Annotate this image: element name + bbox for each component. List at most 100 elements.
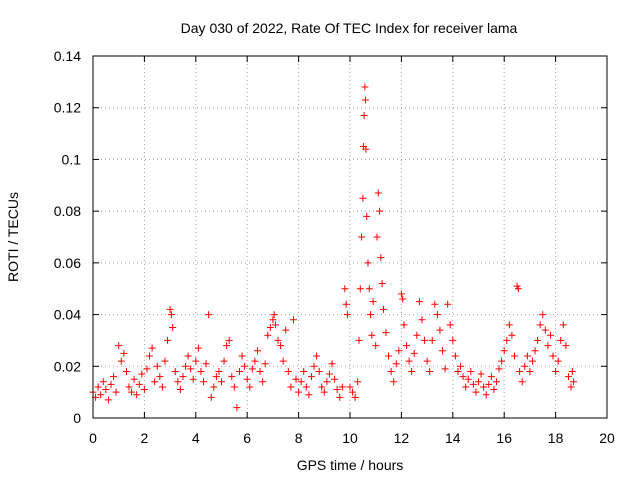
data-point-plus xyxy=(261,360,269,368)
data-point-plus xyxy=(423,357,431,365)
x-tick-label: 14 xyxy=(445,430,461,446)
data-point-plus xyxy=(521,362,529,370)
data-point-plus xyxy=(399,295,407,303)
data-point-plus xyxy=(544,342,552,350)
data-point-plus xyxy=(210,383,218,391)
data-point-plus xyxy=(212,373,220,381)
data-point-plus xyxy=(122,367,130,375)
data-point-plus xyxy=(197,367,205,375)
data-point-plus xyxy=(446,321,454,329)
data-point-plus xyxy=(342,300,350,308)
data-point-plus xyxy=(444,300,452,308)
data-point-plus xyxy=(318,383,326,391)
data-point-plus xyxy=(228,373,236,381)
data-point-plus xyxy=(568,367,576,375)
data-point-plus xyxy=(536,321,544,329)
data-point-plus xyxy=(256,367,264,375)
data-point-plus xyxy=(526,367,534,375)
data-point-plus xyxy=(271,321,279,329)
data-point-plus xyxy=(270,311,278,319)
y-tick-label: 0.12 xyxy=(54,100,81,116)
data-point-plus xyxy=(362,145,370,153)
y-axis-label: ROTI / TECUs xyxy=(5,192,21,282)
data-point-plus xyxy=(523,352,531,360)
data-point-plus xyxy=(539,311,547,319)
data-point-plus xyxy=(292,375,300,383)
data-point-plus xyxy=(385,352,393,360)
data-point-plus xyxy=(151,378,159,386)
data-point-plus xyxy=(403,342,411,350)
data-point-plus xyxy=(277,342,285,350)
data-point-plus xyxy=(449,336,457,344)
data-point-plus xyxy=(351,393,359,401)
y-tick-label: 0.06 xyxy=(54,255,81,271)
data-point-plus xyxy=(464,375,472,383)
data-point-plus xyxy=(289,316,297,324)
data-point-plus xyxy=(287,383,295,391)
data-point-plus xyxy=(349,388,357,396)
data-point-plus xyxy=(174,378,182,386)
data-point-plus xyxy=(171,367,179,375)
data-point-plus xyxy=(418,316,426,324)
data-point-plus xyxy=(480,383,488,391)
data-point-plus xyxy=(363,212,371,220)
data-point-plus xyxy=(307,373,315,381)
data-point-plus xyxy=(259,378,267,386)
data-point-plus xyxy=(243,375,251,383)
data-point-plus xyxy=(325,370,333,378)
data-point-plus xyxy=(377,254,385,262)
data-point-plus xyxy=(467,367,475,375)
data-point-plus xyxy=(338,383,346,391)
data-point-plus xyxy=(320,388,328,396)
data-point-plus xyxy=(331,375,339,383)
data-point-plus xyxy=(428,336,436,344)
data-point-plus xyxy=(130,375,138,383)
data-points xyxy=(89,83,578,412)
data-point-plus xyxy=(194,344,202,352)
data-point-plus xyxy=(400,321,408,329)
data-point-plus xyxy=(361,96,369,104)
data-point-plus xyxy=(207,393,215,401)
data-point-plus xyxy=(102,386,110,394)
x-tick-label: 16 xyxy=(496,430,512,446)
data-point-plus xyxy=(315,367,323,375)
data-point-plus xyxy=(390,378,398,386)
data-point-plus xyxy=(508,331,516,339)
y-tick-label: 0.14 xyxy=(54,48,81,64)
data-point-plus xyxy=(133,391,141,399)
data-point-plus xyxy=(215,367,223,375)
data-point-plus xyxy=(238,352,246,360)
data-point-plus xyxy=(189,375,197,383)
data-point-plus xyxy=(528,357,536,365)
data-point-plus xyxy=(482,391,490,399)
data-point-plus xyxy=(361,83,369,91)
data-point-plus xyxy=(184,352,192,360)
data-point-plus xyxy=(94,383,102,391)
data-point-plus xyxy=(218,378,225,386)
data-point-plus xyxy=(295,388,303,396)
y-tick-label: 0 xyxy=(73,410,81,426)
data-point-plus xyxy=(549,352,557,360)
data-point-plus xyxy=(516,367,524,375)
data-point-plus xyxy=(367,311,375,319)
data-point-plus xyxy=(158,383,166,391)
data-point-plus xyxy=(405,357,413,365)
data-point-plus xyxy=(117,357,125,365)
data-point-plus xyxy=(282,326,290,334)
data-point-plus xyxy=(333,386,341,394)
data-point-plus xyxy=(392,360,400,368)
data-point-plus xyxy=(534,336,542,344)
chart-title: Day 030 of 2022, Rate Of TEC Index for r… xyxy=(181,20,518,36)
data-point-plus xyxy=(128,388,136,396)
data-point-plus xyxy=(138,370,146,378)
data-point-plus xyxy=(379,305,387,313)
data-point-plus xyxy=(457,362,465,370)
data-point-plus xyxy=(359,194,367,202)
data-point-plus xyxy=(135,380,143,388)
data-point-plus xyxy=(498,357,506,365)
data-point-plus xyxy=(477,370,485,378)
data-point-plus xyxy=(495,365,503,373)
data-point-plus xyxy=(356,285,364,293)
data-point-plus xyxy=(241,362,249,370)
data-point-plus xyxy=(115,342,123,350)
